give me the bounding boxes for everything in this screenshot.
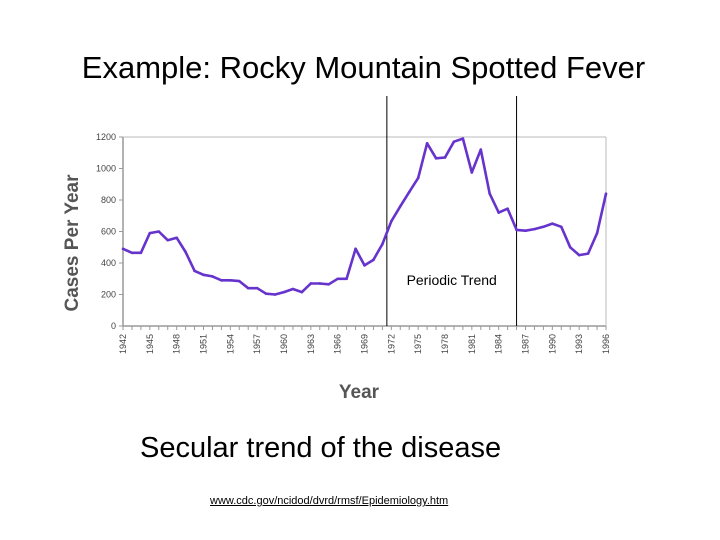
data-point [551, 222, 554, 225]
data-point [300, 290, 304, 294]
x-tick-label: 1972 [386, 334, 396, 354]
data-point [220, 279, 223, 282]
y-tick-label: 1000 [96, 164, 116, 174]
data-point [488, 192, 492, 195]
y-axis-label: Cases Per Year [62, 174, 83, 312]
y-tick-label: 400 [101, 258, 116, 268]
data-point [443, 156, 447, 159]
data-points [121, 137, 608, 296]
data-point [184, 250, 187, 254]
data-point [148, 231, 152, 235]
data-point [229, 279, 232, 282]
data-point [202, 273, 205, 277]
data-point [524, 229, 527, 233]
x-tick-label: 1948 [172, 334, 182, 354]
data-point [381, 242, 384, 246]
x-tick-label: 1996 [601, 334, 611, 354]
data-point [237, 279, 241, 283]
x-tick-label: 1993 [574, 334, 584, 354]
y-tick-label: 1200 [96, 132, 116, 142]
y-ticks: 0 200 400 600 800 1000 1200 [96, 132, 123, 331]
data-point [586, 252, 590, 255]
x-tick-label: 1957 [252, 334, 262, 354]
data-point [282, 290, 286, 294]
y-tick-label: 0 [111, 321, 116, 331]
data-point [336, 277, 339, 281]
source-link[interactable]: www.cdc.gov/ncidod/dvrd/rmsf/Epidemiolog… [210, 495, 449, 507]
data-point [193, 269, 196, 273]
data-point [273, 293, 277, 296]
data-point [407, 190, 411, 194]
annotation-label: Periodic Trend [407, 272, 497, 288]
plot-frame [122, 136, 607, 327]
data-point [416, 176, 420, 180]
chart-caption: Secular trend of the disease [140, 432, 502, 464]
data-point [506, 207, 509, 210]
data-point [542, 225, 545, 229]
x-tick-label: 1969 [360, 334, 370, 354]
data-point [363, 264, 366, 267]
data-point [533, 227, 536, 231]
x-axis-label: Year [339, 382, 380, 403]
x-tick-label: 1963 [306, 334, 316, 354]
data-point [559, 225, 563, 229]
y-tick-label: 800 [101, 195, 116, 205]
data-point [139, 251, 143, 255]
data-point [309, 282, 313, 285]
x-tick-label: 1990 [547, 334, 557, 354]
data-point [515, 228, 518, 232]
data-point [595, 231, 599, 235]
x-tick-label: 1966 [333, 334, 343, 354]
x-tick-label: 1945 [145, 334, 155, 354]
data-point [497, 211, 500, 214]
data-point [470, 171, 474, 174]
x-tick-label: 1942 [118, 334, 128, 354]
data-point [157, 230, 161, 233]
data-point [577, 253, 581, 257]
data-point [264, 292, 268, 296]
data-point [398, 205, 402, 208]
data-point [461, 137, 465, 140]
data-point [318, 282, 322, 285]
x-tick-label: 1984 [494, 334, 504, 354]
y-tick-label: 600 [101, 227, 116, 237]
x-tick-label: 1954 [225, 334, 235, 354]
data-point [345, 277, 348, 281]
periodic-trend-annotation: Periodic Trend [386, 96, 518, 326]
data-point [175, 236, 178, 240]
x-tick-label: 1951 [199, 334, 209, 354]
data-point [568, 245, 572, 249]
data-point [434, 156, 438, 160]
data-point [130, 251, 134, 255]
data-point [604, 192, 608, 195]
x-tick-label: 1975 [413, 334, 423, 354]
data-point [121, 247, 125, 251]
data-point [211, 275, 214, 278]
data-point [255, 286, 259, 290]
data-point [452, 140, 456, 144]
data-point [354, 247, 357, 251]
data-point [425, 142, 429, 145]
x-tick-label: 1981 [467, 334, 477, 354]
data-point [479, 148, 483, 151]
slide-title: Example: Rocky Mountain Spotted Fever [81, 50, 646, 85]
x-ticks: 1942 1945 1948 1951 1954 1957 1960 1963 1966 1969… [118, 326, 611, 354]
data-point [166, 238, 170, 242]
data-point [246, 286, 250, 290]
data-point [291, 287, 295, 291]
x-tick-label: 1978 [440, 334, 450, 354]
data-point [327, 282, 331, 286]
x-tick-label: 1987 [521, 334, 531, 354]
data-point [372, 258, 375, 262]
y-tick-label: 200 [101, 290, 116, 300]
x-tick-label: 1960 [279, 334, 289, 354]
data-point [390, 219, 393, 223]
